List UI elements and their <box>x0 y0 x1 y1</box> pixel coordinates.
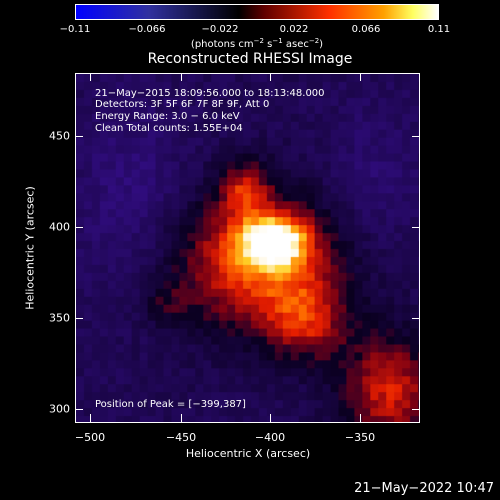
y-major-tick <box>75 227 83 228</box>
clean-counts-text: Clean Total counts: 1.55E+04 <box>95 123 243 134</box>
generated-timestamp: 21−May−2022 10:47 <box>354 481 494 496</box>
y-major-tick <box>75 136 83 137</box>
x-major-tick-top <box>360 73 361 81</box>
x-tick-label: −450 <box>165 431 197 444</box>
energy-range-text: Energy Range: 3.0 − 6.0 keV <box>95 111 240 122</box>
x-major-tick <box>181 414 182 422</box>
colorbar-tick-label: −0.022 <box>201 24 239 35</box>
y-tick-label: 300 <box>49 402 70 416</box>
x-tick-label: −500 <box>74 431 106 444</box>
x-major-tick-top <box>270 73 271 81</box>
x-axis-label: Heliocentric X (arcsec) <box>185 447 311 460</box>
colorbar-tick-label: 0.022 <box>279 24 309 35</box>
colorbar-tick-label: −0.11 <box>59 24 91 35</box>
colorbar-tick-label: −0.066 <box>128 24 166 35</box>
y-tick-label: 350 <box>49 311 70 325</box>
y-major-tick <box>75 318 83 319</box>
colorbar-tick-label: 0.11 <box>427 24 451 35</box>
y-major-tick-right <box>412 318 420 319</box>
x-major-tick <box>360 414 361 422</box>
time-range-text: 21−May−2015 18:09:56.000 to 18:13:48.000 <box>95 88 325 99</box>
x-major-tick <box>90 414 91 422</box>
x-tick-label: −400 <box>254 431 286 444</box>
image-title: Reconstructed RHESSI Image <box>147 51 353 67</box>
y-major-tick <box>75 409 83 410</box>
y-tick-label: 400 <box>49 220 70 234</box>
peak-position-text: Position of Peak = [−399,387] <box>95 399 246 410</box>
image-plot <box>75 73 420 423</box>
y-tick-label: 450 <box>49 129 70 143</box>
colorbar-units: (photons cm−2 s−1 asec−2) <box>190 37 324 50</box>
x-tick-label: −350 <box>344 431 376 444</box>
xray-intensity-map <box>76 74 419 422</box>
y-axis-label: Heliocentric Y (arcsec) <box>23 186 37 310</box>
y-major-tick-right <box>412 227 420 228</box>
detectors-text: Detectors: 3F 5F 6F 7F 8F 9F, Att 0 <box>95 99 270 110</box>
colorbar-tick-label: 0.066 <box>351 24 381 35</box>
x-major-tick-top <box>90 73 91 81</box>
y-major-tick-right <box>412 136 420 137</box>
y-major-tick-right <box>412 409 420 410</box>
x-major-tick <box>270 414 271 422</box>
x-major-tick-top <box>181 73 182 81</box>
colorbar <box>75 4 439 20</box>
